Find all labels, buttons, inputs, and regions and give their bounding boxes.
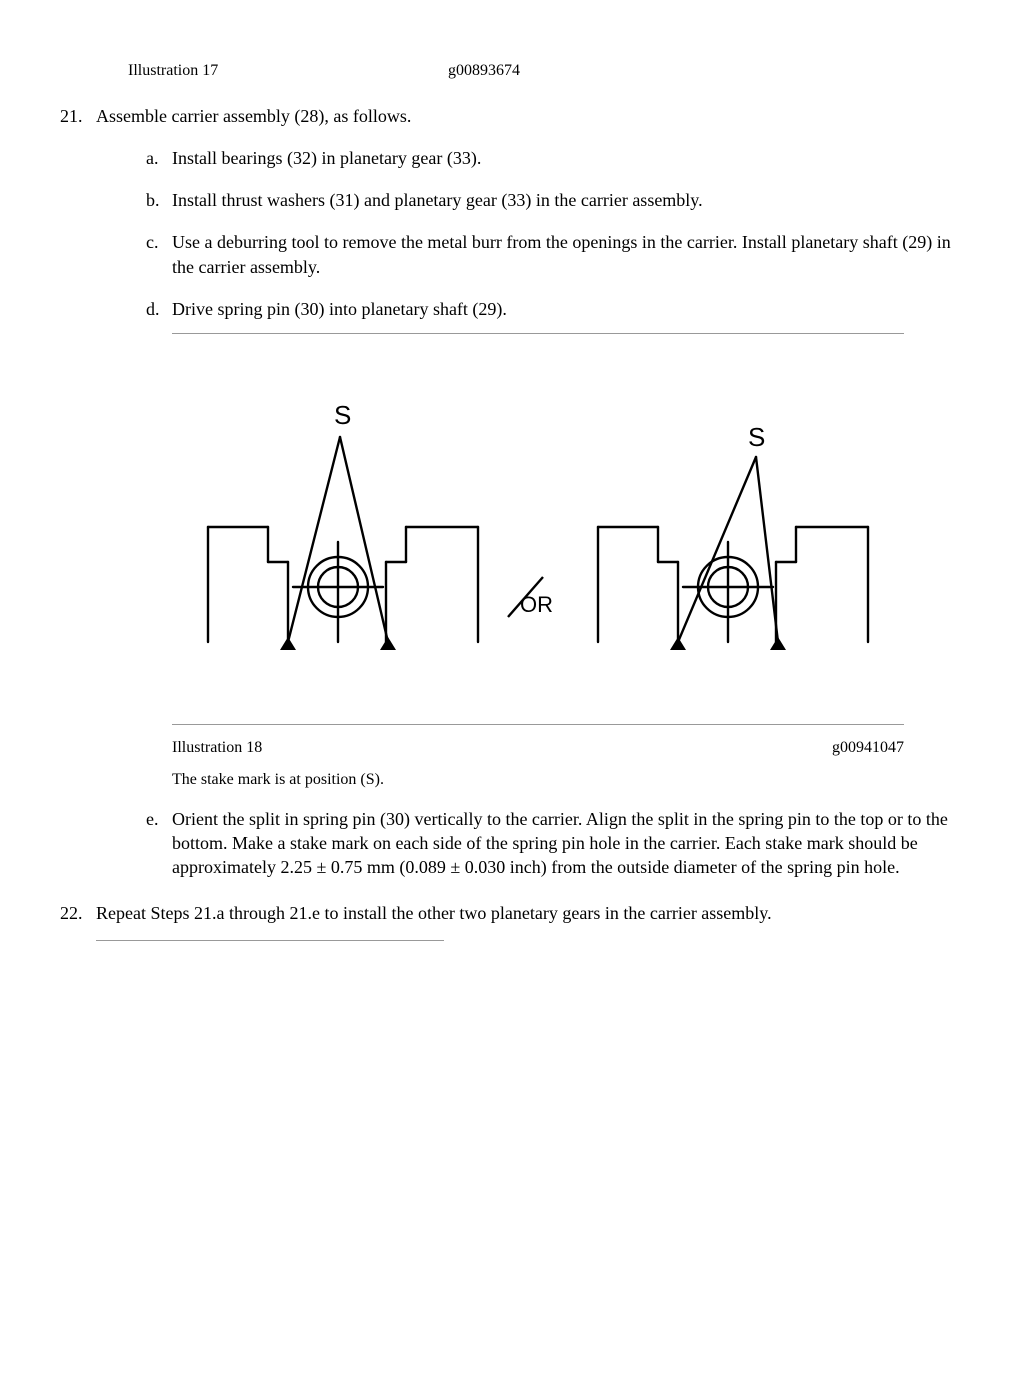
step-22-number: 22. <box>60 901 83 925</box>
step-21a-text: Install bearings (32) in planetary gear … <box>172 148 481 168</box>
illustration-18-code: g00941047 <box>832 737 904 759</box>
stake-mark-figure: S S OR <box>172 362 904 702</box>
illustration-17-label: Illustration 17 <box>128 60 448 82</box>
step-21b: b. Install thrust washers (31) and plane… <box>96 188 964 212</box>
step-21: 21. Assemble carrier assembly (28), as f… <box>60 104 964 322</box>
step-21e-letter: e. <box>146 807 159 831</box>
step-21c-text: Use a deburring tool to remove the metal… <box>172 232 951 276</box>
step-22-text: Repeat Steps 21.a through 21.e to instal… <box>96 903 772 923</box>
bottom-rule <box>96 940 444 941</box>
svg-text:S: S <box>748 422 765 452</box>
illustration-18-subcaption: The stake mark is at position (S). <box>172 769 964 791</box>
figure-top-rule <box>172 333 904 334</box>
step-21-number: 21. <box>60 104 83 128</box>
illustration-17-code: g00893674 <box>448 60 520 82</box>
step-21d: d. Drive spring pin (30) into planetary … <box>96 297 964 321</box>
svg-text:S: S <box>334 400 351 430</box>
step-21d-letter: d. <box>146 297 160 321</box>
step-21c-letter: c. <box>146 230 159 254</box>
svg-text:OR: OR <box>520 592 553 617</box>
step-21a: a. Install bearings (32) in planetary ge… <box>96 146 964 170</box>
step-21b-letter: b. <box>146 188 160 212</box>
step-21c: c. Use a deburring tool to remove the me… <box>96 230 964 279</box>
illustration-18-label: Illustration 18 <box>172 737 262 759</box>
step-21e: e. Orient the split in spring pin (30) v… <box>60 807 964 880</box>
step-21-text: Assemble carrier assembly (28), as follo… <box>96 106 411 126</box>
step-22: 22. Repeat Steps 21.a through 21.e to in… <box>60 901 964 925</box>
step-21b-text: Install thrust washers (31) and planetar… <box>172 190 703 210</box>
figure-bottom-rule <box>172 724 904 725</box>
step-21a-letter: a. <box>146 146 159 170</box>
step-21e-text: Orient the split in spring pin (30) vert… <box>172 809 948 878</box>
step-21d-text: Drive spring pin (30) into planetary sha… <box>172 299 507 319</box>
